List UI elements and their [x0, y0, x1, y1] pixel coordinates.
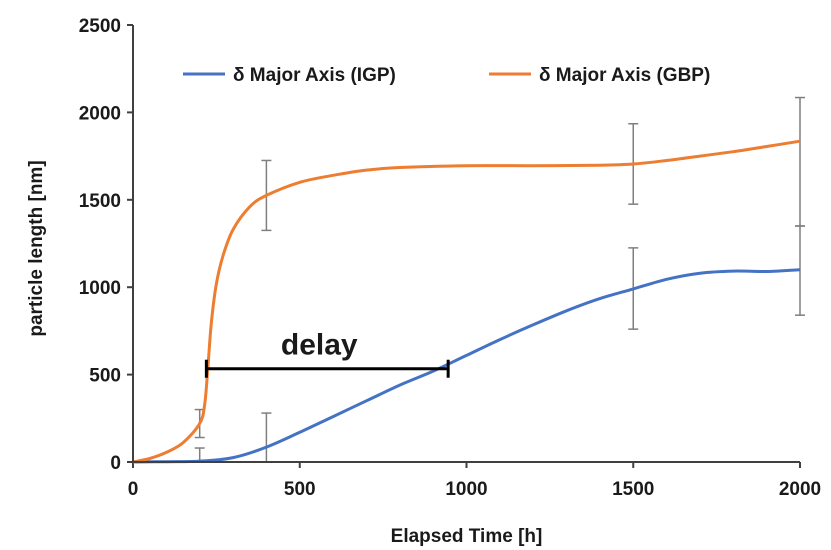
series-lines	[132, 139, 801, 464]
legend-label-gbp: δ Major Axis (GBP)	[539, 65, 710, 86]
y-tick-labels: 0 500 1000 1500 2000 2500	[79, 16, 121, 474]
delay-annotation: delay	[204, 329, 450, 378]
x-tick-label: 1000	[445, 479, 487, 500]
y-tick-label: 500	[89, 366, 121, 387]
delay-label: delay	[281, 329, 358, 362]
y-tick-label: 2000	[79, 103, 121, 124]
error-bars	[194, 96, 805, 463]
y-tick-label: 0	[110, 453, 121, 474]
x-tick-label: 1500	[612, 479, 654, 500]
y-axis-title: particle length [nm]	[26, 160, 47, 336]
x-tick-labels: 0 500 1000 1500 2000	[128, 479, 821, 500]
x-tick-label: 0	[128, 479, 139, 500]
series-line-gbp	[132, 139, 801, 464]
y-tick-label: 1000	[79, 278, 121, 299]
y-tick-label: 2500	[79, 16, 121, 37]
x-tick-label: 2000	[779, 479, 821, 500]
y-tick-label: 1500	[79, 191, 121, 212]
legend: δ Major Axis (IGP) δ Major Axis (GBP)	[183, 65, 710, 86]
x-axis-title: Elapsed Time [h]	[391, 526, 543, 547]
legend-label-igp: δ Major Axis (IGP)	[233, 65, 396, 86]
x-tick-label: 500	[284, 479, 316, 500]
series-line-igp	[132, 268, 801, 464]
tick-marks	[127, 24, 801, 468]
